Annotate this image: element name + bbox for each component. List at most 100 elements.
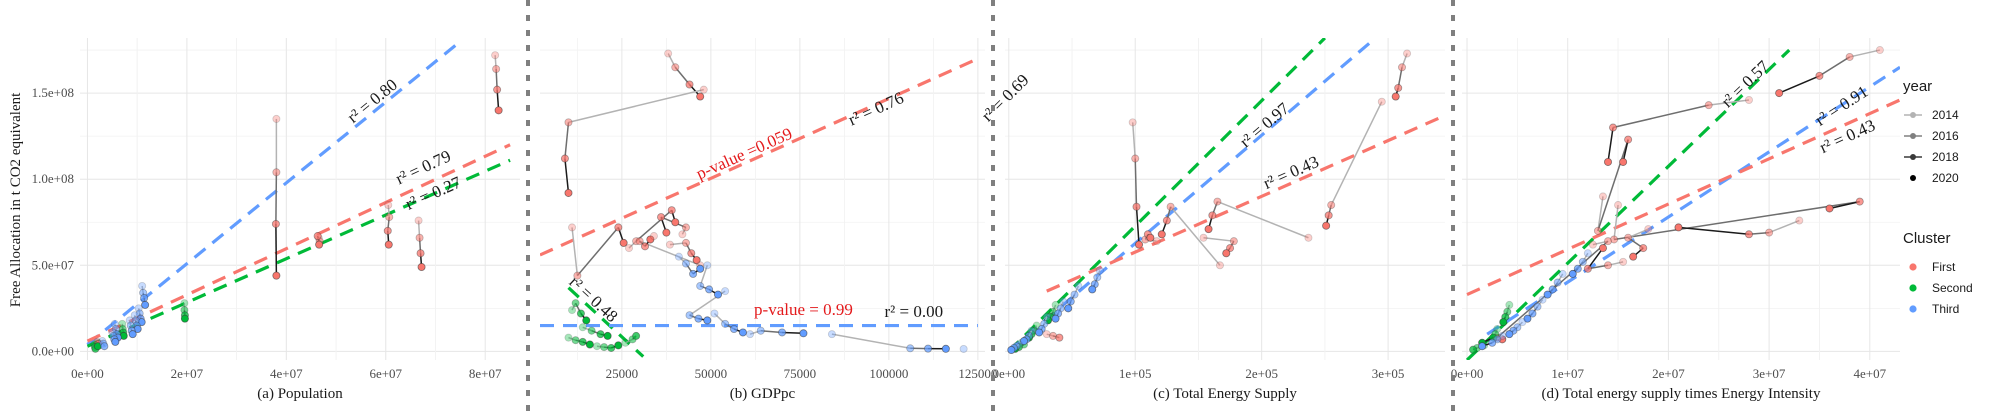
data-point-first <box>614 223 623 232</box>
data-point-first <box>1322 221 1331 230</box>
data-point-third <box>1505 330 1514 339</box>
data-point-first <box>1624 135 1633 144</box>
data-point-second <box>596 330 605 339</box>
data-point-first <box>696 92 705 101</box>
data-point-second <box>621 338 630 347</box>
data-point-first <box>1825 204 1834 213</box>
data-point-third <box>1493 335 1502 344</box>
data-point-second <box>564 333 573 342</box>
data-point-first <box>1855 197 1864 206</box>
data-point-third <box>959 344 968 353</box>
series-third <box>1007 266 1104 355</box>
data-point-third <box>1523 314 1532 323</box>
series-second <box>90 299 189 353</box>
data-point-first <box>1604 237 1613 246</box>
data-point-first <box>272 271 281 280</box>
legend-year-point <box>1910 112 1916 118</box>
data-point-first <box>315 240 324 249</box>
data-point-first <box>414 216 423 225</box>
data-point-first <box>657 213 666 222</box>
y-tick-label: 5.0e+07 <box>32 257 75 272</box>
data-point-first <box>573 271 582 280</box>
year-path-segment <box>674 66 691 85</box>
year-path-segment <box>1612 104 1709 129</box>
data-point-first <box>564 118 573 127</box>
data-point-third <box>1051 314 1060 323</box>
data-point-second <box>603 331 612 340</box>
data-point-first <box>1619 157 1628 166</box>
data-point-first <box>492 64 501 73</box>
year-path-segment <box>1613 204 1619 240</box>
data-point-third <box>1568 269 1577 278</box>
data-point-first <box>635 237 644 246</box>
data-point-first <box>1131 154 1140 163</box>
data-point-third <box>941 344 950 353</box>
y-tick-label: 1.5e+08 <box>32 85 74 100</box>
year-path-segment <box>1135 206 1140 245</box>
data-point-first <box>1135 240 1144 249</box>
data-point-third <box>1074 281 1083 290</box>
y-tick-label: 0.0e+00 <box>32 343 74 358</box>
data-point-second <box>587 326 596 335</box>
data-point-first <box>1146 233 1155 242</box>
data-point-first <box>1377 97 1386 106</box>
legend-year-item: 2016 <box>1904 129 1959 143</box>
data-point-second <box>180 299 189 308</box>
year-path-segment <box>635 209 673 242</box>
data-point-first <box>1128 118 1137 127</box>
legend-year-point <box>1910 154 1916 160</box>
data-point-first <box>1324 211 1333 220</box>
data-point-first <box>383 226 392 235</box>
data-point-first <box>313 232 322 241</box>
year-path-segment <box>1708 99 1750 106</box>
data-point-second <box>1469 345 1478 354</box>
year-path-segment <box>699 265 709 287</box>
panel-1: 0e+00 2e+07 4e+07 6e+07 8e+07 0.0e+00 5.0e+07 1… <box>32 38 520 402</box>
data-point-third <box>1498 331 1507 340</box>
data-point-first <box>692 256 701 265</box>
legend-cluster-swatch <box>1909 305 1917 313</box>
x-tick-label: 1e+05 <box>1119 366 1152 381</box>
year-path-segment <box>568 88 704 124</box>
year-path-segment <box>639 240 701 266</box>
p-value-label-third: p-value = 0.99 <box>754 300 853 319</box>
data-point-first <box>685 80 694 89</box>
data-point-first <box>417 263 426 272</box>
trendline-first <box>86 143 511 343</box>
r-squared-label-first: r² = 0.76 <box>845 88 906 129</box>
data-point-first <box>671 218 680 227</box>
r-squared-label-second: r² = 0.69 <box>978 70 1033 125</box>
legend-cluster-swatch <box>1909 284 1917 292</box>
data-point-first <box>662 228 671 237</box>
year-path-segment <box>1587 247 1604 270</box>
data-point-third <box>1093 273 1102 282</box>
data-point-third <box>906 344 915 353</box>
trendline-first <box>1046 114 1445 293</box>
data-point-first <box>416 249 425 258</box>
data-point-second <box>632 331 641 340</box>
data-point-first <box>494 106 503 115</box>
data-point-third <box>1070 290 1079 299</box>
data-point-third <box>1478 342 1487 351</box>
data-point-third <box>1533 302 1542 311</box>
x-axis-label: (d) Total energy supply times Energy Int… <box>1542 386 1821 402</box>
data-point-first <box>1055 333 1064 342</box>
data-point-first <box>1208 211 1217 220</box>
panel-separators <box>526 0 1455 414</box>
year-path-segment <box>1597 139 1629 232</box>
data-point-third <box>703 261 712 270</box>
x-tick-label: 125000 <box>958 366 997 381</box>
data-point-first <box>1222 249 1231 258</box>
data-point-second <box>600 343 609 352</box>
data-point-third <box>721 319 730 328</box>
year-path-segment <box>1778 75 1820 94</box>
legend-cluster-title: Cluster <box>1903 230 1951 247</box>
data-point-first <box>1213 197 1222 206</box>
data-point-first <box>1166 202 1175 211</box>
data-point-first <box>1875 46 1884 55</box>
x-tick-label: 4e+07 <box>1853 366 1886 381</box>
y-tick-label: 1.0e+08 <box>32 171 74 186</box>
legend-year-item: 2020 <box>1910 171 1959 185</box>
data-point-first <box>1744 230 1753 239</box>
x-tick-label: 75000 <box>784 366 817 381</box>
